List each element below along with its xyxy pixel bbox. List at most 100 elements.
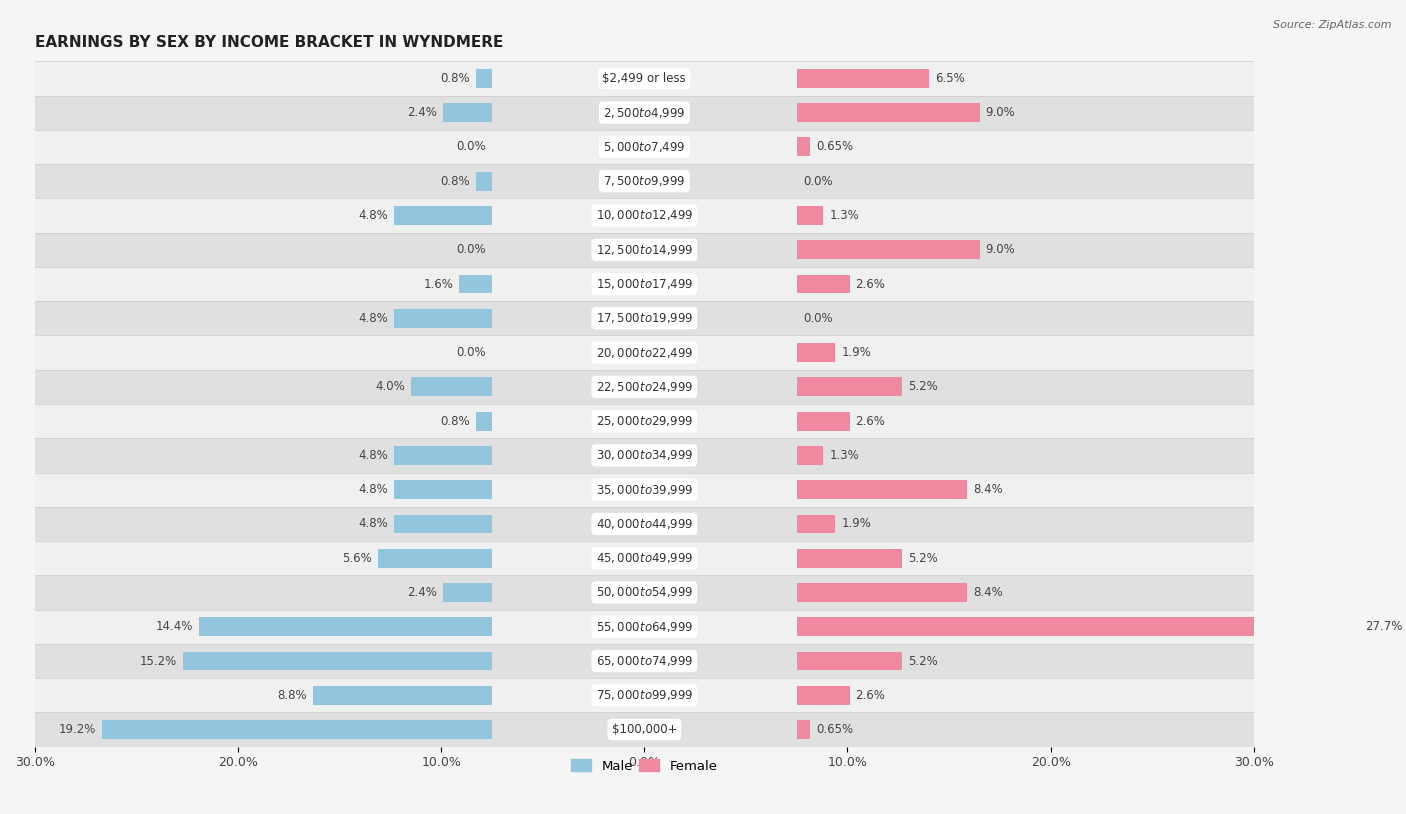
Text: $100,000+: $100,000+ — [612, 723, 678, 736]
Text: 5.6%: 5.6% — [343, 552, 373, 565]
FancyBboxPatch shape — [35, 575, 1254, 610]
Text: 0.0%: 0.0% — [457, 243, 486, 256]
Text: $20,000 to $22,499: $20,000 to $22,499 — [596, 346, 693, 360]
Bar — [797, 514, 835, 533]
Text: 1.9%: 1.9% — [841, 518, 872, 531]
Text: $10,000 to $12,499: $10,000 to $12,499 — [596, 208, 693, 222]
Bar — [460, 274, 492, 293]
Bar — [797, 720, 810, 739]
Text: 15.2%: 15.2% — [139, 654, 177, 667]
Bar — [443, 583, 492, 602]
Text: $15,000 to $17,499: $15,000 to $17,499 — [596, 277, 693, 291]
Text: $7,500 to $9,999: $7,500 to $9,999 — [603, 174, 686, 188]
Text: 1.6%: 1.6% — [423, 278, 453, 291]
FancyBboxPatch shape — [35, 678, 1254, 712]
Text: 0.8%: 0.8% — [440, 175, 470, 188]
FancyBboxPatch shape — [35, 712, 1254, 746]
Text: 0.0%: 0.0% — [457, 346, 486, 359]
FancyBboxPatch shape — [35, 610, 1254, 644]
FancyBboxPatch shape — [35, 61, 1254, 95]
Text: EARNINGS BY SEX BY INCOME BRACKET IN WYNDMERE: EARNINGS BY SEX BY INCOME BRACKET IN WYN… — [35, 35, 503, 50]
Bar — [395, 480, 492, 499]
FancyBboxPatch shape — [35, 95, 1254, 129]
Text: $30,000 to $34,999: $30,000 to $34,999 — [596, 449, 693, 462]
Legend: Male, Female: Male, Female — [565, 754, 723, 778]
Bar — [475, 69, 492, 88]
Text: 2.4%: 2.4% — [408, 106, 437, 119]
Bar — [797, 412, 849, 431]
Bar — [797, 583, 967, 602]
Text: 0.65%: 0.65% — [815, 723, 853, 736]
FancyBboxPatch shape — [35, 370, 1254, 404]
Text: 0.0%: 0.0% — [803, 175, 832, 188]
Bar — [411, 378, 492, 396]
Text: $22,500 to $24,999: $22,500 to $24,999 — [596, 380, 693, 394]
Text: 0.8%: 0.8% — [440, 72, 470, 85]
Text: 8.8%: 8.8% — [277, 689, 307, 702]
Text: $45,000 to $49,999: $45,000 to $49,999 — [596, 551, 693, 565]
Text: 4.8%: 4.8% — [359, 449, 388, 462]
FancyBboxPatch shape — [35, 541, 1254, 575]
Text: 27.7%: 27.7% — [1365, 620, 1403, 633]
Text: $2,500 to $4,999: $2,500 to $4,999 — [603, 106, 686, 120]
Text: 4.8%: 4.8% — [359, 484, 388, 497]
Bar — [797, 240, 980, 259]
Text: 0.0%: 0.0% — [457, 141, 486, 153]
Text: 14.4%: 14.4% — [156, 620, 194, 633]
FancyBboxPatch shape — [35, 199, 1254, 233]
Text: 0.8%: 0.8% — [440, 414, 470, 427]
Bar — [797, 686, 849, 705]
FancyBboxPatch shape — [35, 164, 1254, 199]
Bar — [395, 446, 492, 465]
Text: 0.0%: 0.0% — [803, 312, 832, 325]
FancyBboxPatch shape — [35, 507, 1254, 541]
FancyBboxPatch shape — [35, 644, 1254, 678]
Text: 6.5%: 6.5% — [935, 72, 965, 85]
Bar — [378, 549, 492, 567]
Bar — [797, 617, 1360, 637]
Text: $2,499 or less: $2,499 or less — [602, 72, 686, 85]
Text: 19.2%: 19.2% — [59, 723, 96, 736]
FancyBboxPatch shape — [35, 301, 1254, 335]
Text: 2.6%: 2.6% — [856, 278, 886, 291]
Text: 9.0%: 9.0% — [986, 243, 1015, 256]
Text: 5.2%: 5.2% — [908, 654, 938, 667]
Text: Source: ZipAtlas.com: Source: ZipAtlas.com — [1274, 20, 1392, 30]
Text: $55,000 to $64,999: $55,000 to $64,999 — [596, 619, 693, 634]
Text: 4.0%: 4.0% — [375, 380, 405, 393]
Bar — [443, 103, 492, 122]
Text: 1.3%: 1.3% — [830, 449, 859, 462]
Text: $12,500 to $14,999: $12,500 to $14,999 — [596, 243, 693, 256]
Text: 9.0%: 9.0% — [986, 106, 1015, 119]
Text: 0.65%: 0.65% — [815, 141, 853, 153]
Bar — [475, 412, 492, 431]
Bar — [103, 720, 492, 739]
Bar — [200, 617, 492, 637]
Text: 1.9%: 1.9% — [841, 346, 872, 359]
FancyBboxPatch shape — [35, 404, 1254, 438]
Bar — [395, 206, 492, 225]
FancyBboxPatch shape — [35, 267, 1254, 301]
FancyBboxPatch shape — [35, 129, 1254, 164]
Text: $65,000 to $74,999: $65,000 to $74,999 — [596, 654, 693, 668]
Bar — [797, 549, 903, 567]
Text: 4.8%: 4.8% — [359, 209, 388, 222]
Text: 2.6%: 2.6% — [856, 414, 886, 427]
Text: $40,000 to $44,999: $40,000 to $44,999 — [596, 517, 693, 531]
Text: 8.4%: 8.4% — [973, 484, 1002, 497]
Bar — [797, 103, 980, 122]
Text: 5.2%: 5.2% — [908, 552, 938, 565]
Bar — [797, 274, 849, 293]
FancyBboxPatch shape — [35, 233, 1254, 267]
Bar — [395, 309, 492, 328]
Bar — [797, 651, 903, 671]
Bar — [797, 480, 967, 499]
Text: 4.8%: 4.8% — [359, 518, 388, 531]
Text: 8.4%: 8.4% — [973, 586, 1002, 599]
Bar — [797, 69, 929, 88]
FancyBboxPatch shape — [35, 472, 1254, 507]
Text: $17,500 to $19,999: $17,500 to $19,999 — [596, 311, 693, 326]
Text: 4.8%: 4.8% — [359, 312, 388, 325]
Text: $5,000 to $7,499: $5,000 to $7,499 — [603, 140, 686, 154]
Text: 2.6%: 2.6% — [856, 689, 886, 702]
